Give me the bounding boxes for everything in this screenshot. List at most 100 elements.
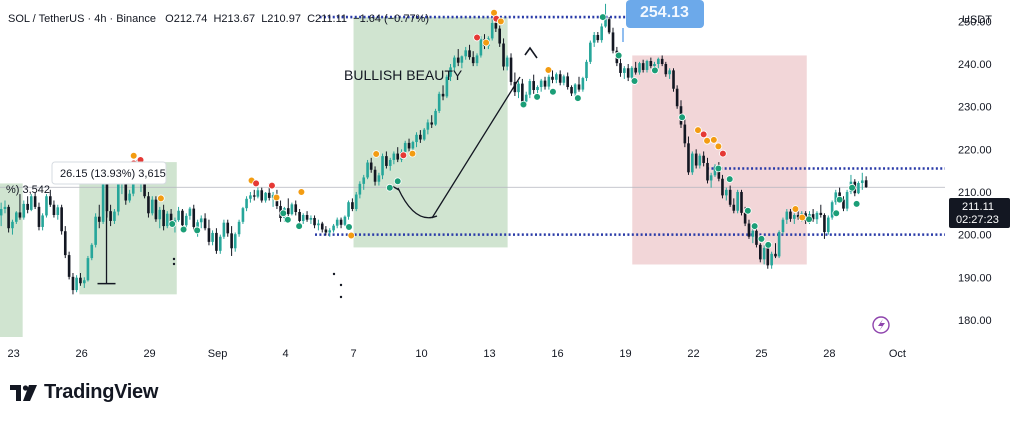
candle-down [796, 214, 800, 218]
candle-down [811, 214, 815, 220]
signal-marker-orange [372, 150, 380, 158]
candle-up [22, 203, 26, 218]
candle-up [505, 57, 509, 67]
candle-down [842, 199, 845, 209]
price-tag-countdown: 02:27:23 [956, 214, 999, 226]
candle-down [626, 68, 630, 78]
markers-layer [129, 8, 861, 249]
candle-up [792, 214, 796, 219]
signal-marker-orange [791, 205, 800, 213]
annotation-title: BULLISH BEAUTY [344, 67, 463, 83]
candle-down [109, 211, 112, 221]
candle-down [649, 61, 653, 67]
callout-value: 254.13 [640, 4, 689, 21]
candle-down [147, 196, 150, 214]
y-tick-label: 200.00 [958, 230, 992, 242]
candle-up [657, 58, 660, 64]
candle-down [694, 153, 698, 166]
candle-down [740, 191, 743, 213]
signal-marker-orange [272, 193, 281, 202]
signal-marker-green [385, 183, 394, 192]
candle-down [207, 228, 211, 242]
candle-up [237, 221, 241, 235]
candle-up [437, 93, 441, 111]
candle-up [830, 202, 834, 218]
candle-down [48, 196, 52, 205]
candle-up [128, 193, 131, 201]
symbol-header: SOL / TetherUS · 4h · Binance O212.74 H2… [8, 13, 429, 25]
candle-up [592, 34, 596, 43]
candle-down [456, 57, 460, 63]
candle-down [385, 156, 388, 166]
signal-marker-orange [714, 142, 723, 151]
candle-up [585, 61, 588, 79]
change-value: −1.64 (−0.77%) [353, 13, 430, 25]
signal-marker-green [630, 77, 639, 85]
brand-name: TradingView [44, 381, 159, 403]
candle-up [392, 153, 396, 160]
candle-up [475, 55, 479, 64]
candle-down [521, 83, 524, 102]
signal-marker-red [268, 181, 276, 190]
candle-down [215, 232, 218, 251]
candle-up [630, 67, 634, 78]
candle-up [3, 206, 7, 210]
candle-up [358, 183, 362, 195]
candle-down [687, 143, 690, 173]
candle-down [532, 81, 535, 91]
candle-down [305, 214, 309, 220]
candle-up [422, 129, 426, 140]
candle-down [192, 208, 196, 227]
brand-logo: TradingView [10, 381, 158, 404]
candle-down [124, 179, 128, 201]
candle-down [551, 76, 554, 80]
signal-marker-green [284, 215, 292, 224]
candle-up [453, 57, 456, 68]
signal-marker-green [393, 177, 402, 186]
x-tick-label: Oct [889, 348, 906, 360]
candle-up [415, 134, 418, 143]
candle-down [619, 63, 622, 73]
candle-down [641, 63, 645, 70]
low-value: L210.97 [261, 13, 301, 25]
candle-up [75, 277, 78, 291]
candle-up [343, 216, 347, 225]
candle-up [490, 23, 494, 39]
green-zone [0, 183, 23, 337]
candle-down [252, 195, 256, 197]
candle-up [377, 175, 381, 182]
candle-up [434, 110, 437, 125]
candle-down [558, 74, 562, 83]
candle-down [162, 209, 165, 227]
lightning-icon[interactable] [872, 316, 890, 334]
candle-down [396, 153, 400, 160]
candle-down [320, 223, 324, 230]
candle-up [150, 199, 154, 214]
candle-up [781, 219, 785, 233]
candle-down [509, 57, 513, 82]
candle-up [211, 232, 214, 242]
candle-down [596, 34, 600, 41]
candle-down [789, 211, 792, 219]
signal-marker-green [549, 87, 557, 96]
candle-down [755, 230, 758, 245]
candle-up [101, 181, 105, 222]
candle-down [339, 219, 343, 225]
signal-marker-green [614, 51, 623, 60]
axis-layer: 250.00 240.00 230.00 220.00 210.00 200.00 190.… [7, 16, 991, 360]
candle-up [317, 223, 320, 226]
candle-up [290, 204, 294, 215]
candle-down [441, 93, 445, 97]
candle-up [264, 192, 267, 201]
candle-up [11, 221, 14, 229]
signal-marker-red [252, 179, 260, 188]
y-tick-label: 220.00 [958, 144, 992, 156]
signal-marker-green [725, 175, 734, 183]
signal-marker-green [744, 206, 752, 215]
candle-up [479, 39, 483, 56]
symbol-name[interactable]: SOL / TetherUS · 4h · Binance [8, 13, 156, 25]
candle-up [158, 209, 162, 220]
candle-up [309, 217, 313, 220]
candle-up [464, 50, 468, 57]
